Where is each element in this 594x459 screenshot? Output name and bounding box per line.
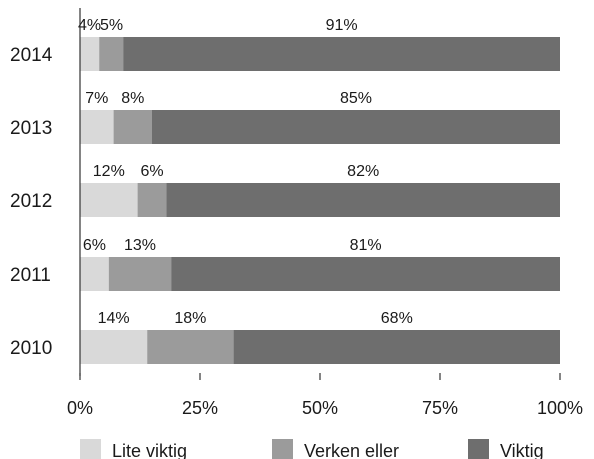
data-label: 6%	[83, 237, 106, 254]
bar-segment	[123, 37, 560, 71]
legend-swatch	[468, 439, 489, 459]
data-label: 81%	[350, 237, 382, 254]
legend-swatch	[272, 439, 293, 459]
legend-label: Viktig	[500, 441, 544, 459]
bar-segment	[166, 183, 560, 217]
x-tick-label: 75%	[422, 398, 458, 418]
category-label: 2011	[10, 265, 51, 286]
bar-segment	[147, 330, 234, 364]
category-label: 2010	[10, 338, 52, 359]
legend-label: Lite viktig	[112, 441, 187, 459]
bar-segment	[80, 37, 100, 71]
data-label: 4%	[78, 17, 101, 34]
x-tick-label: 0%	[67, 398, 93, 418]
bar-segment	[113, 110, 152, 144]
bar-segment	[99, 37, 124, 71]
data-label: 91%	[326, 17, 358, 34]
category-label: 2013	[10, 118, 52, 139]
data-label: 8%	[121, 90, 144, 107]
x-tick-label: 25%	[182, 398, 218, 418]
data-label: 6%	[140, 163, 163, 180]
x-tick-label: 100%	[537, 398, 583, 418]
data-label: 12%	[93, 163, 125, 180]
category-label: 2014	[10, 45, 53, 66]
data-label: 85%	[340, 90, 372, 107]
legend-swatch	[80, 439, 101, 459]
data-label: 5%	[100, 17, 123, 34]
bar-segment	[80, 183, 138, 217]
x-tick-label: 50%	[302, 398, 338, 418]
data-label: 18%	[174, 310, 206, 327]
data-label: 68%	[381, 310, 413, 327]
bar-segment	[80, 330, 148, 364]
legend-label: Verken eller	[304, 441, 399, 459]
bar-segment	[233, 330, 560, 364]
data-label: 82%	[347, 163, 379, 180]
bar-segment	[108, 257, 172, 291]
bar-segment	[171, 257, 560, 291]
category-label: 2012	[10, 191, 52, 212]
bar-segment	[137, 183, 167, 217]
bar-segment	[80, 257, 109, 291]
data-label: 7%	[85, 90, 108, 107]
bar-segment	[152, 110, 560, 144]
bar-segment	[80, 110, 114, 144]
data-label: 14%	[98, 310, 130, 327]
data-label: 13%	[124, 237, 156, 254]
